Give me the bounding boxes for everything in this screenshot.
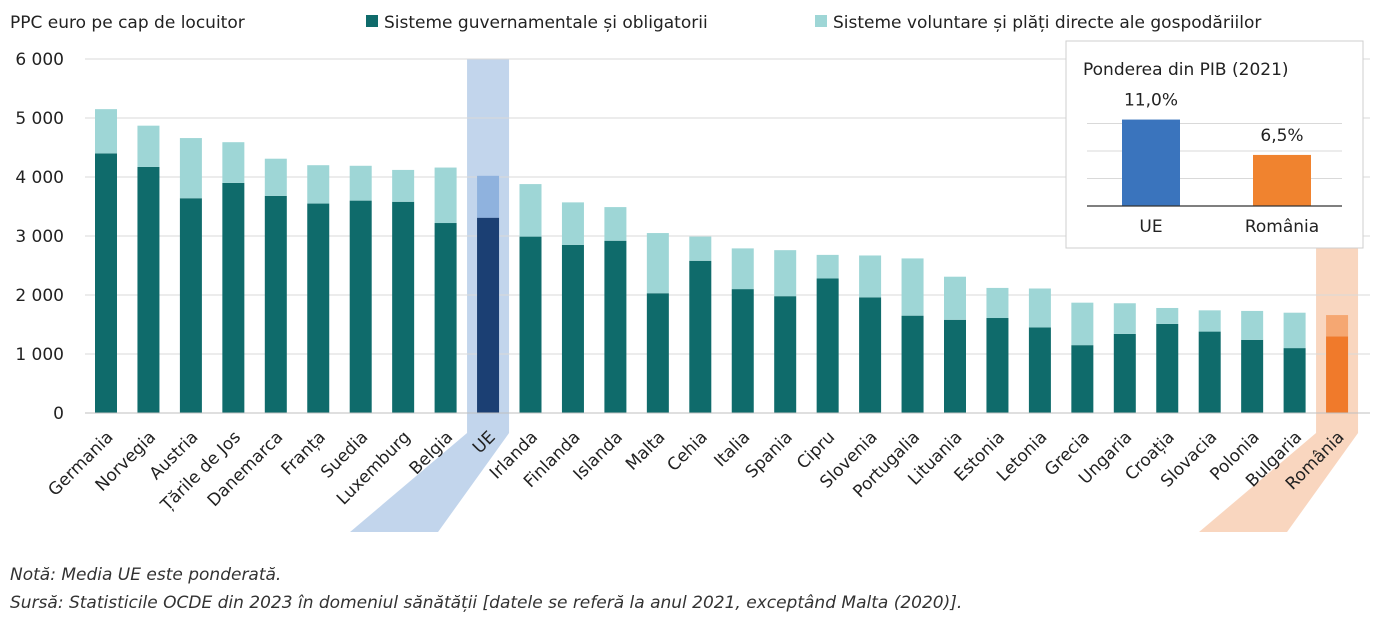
bar-government: [859, 297, 882, 413]
bar-government: [1283, 348, 1306, 413]
bar-government: [95, 153, 117, 413]
bar-voluntary: [986, 287, 1009, 319]
health-spending-chart: 0 1 000 2 000 3 000 4 000 5 000 6 000 PPC euro …: [10, 13, 1370, 532]
bar-voluntary: [349, 165, 372, 201]
bar-voluntary: [264, 158, 287, 196]
inset-title: Ponderea din PIB (2021): [1083, 60, 1289, 80]
legend-swatch-government: [366, 15, 378, 27]
bar-government: [434, 223, 457, 413]
bar-government: [774, 296, 797, 413]
bar-voluntary: [1156, 307, 1179, 324]
romania-label-band: [1199, 433, 1359, 532]
chart-note: Notă: Media UE este ponderată.: [10, 565, 282, 585]
y-tick-label: 4 000: [15, 168, 64, 188]
bar-government: [816, 278, 839, 413]
legend-label-government: Sisteme guvernamentale și obligatorii: [384, 13, 708, 33]
bar-government: [1113, 333, 1136, 413]
bar-voluntary: [1071, 302, 1094, 346]
inset-bar: [1122, 119, 1180, 206]
bar-government: [264, 195, 287, 413]
y-tick-label: 3 000: [15, 227, 64, 247]
bar-voluntary: [179, 138, 202, 199]
bar-voluntary: [1113, 303, 1136, 334]
bar-voluntary: [95, 109, 117, 154]
x-tick-label: Spania: [742, 427, 797, 482]
y-tick-label: 2 000: [15, 286, 64, 306]
bar-government: [986, 318, 1009, 413]
bar-voluntary: [816, 254, 839, 279]
bar-government: [646, 293, 669, 413]
bar-government: [179, 198, 202, 413]
bar-government: [731, 289, 754, 413]
bar-voluntary: [477, 175, 500, 218]
bar-government: [944, 319, 966, 413]
legend-label-voluntary: Sisteme voluntare și plăți directe ale g…: [833, 13, 1261, 33]
bar-government: [1028, 327, 1051, 413]
bar-voluntary: [1198, 310, 1221, 332]
chart-source: Sursă: Statisticile OCDE din 2023 în dom…: [10, 593, 963, 613]
bar-government: [222, 182, 245, 413]
bar-voluntary: [646, 233, 669, 294]
y-tick-label: 1 000: [15, 345, 64, 365]
inset-box: [1065, 40, 1364, 249]
bar-voluntary: [944, 276, 966, 320]
inset-bar: [1253, 154, 1311, 206]
inset-category-label: UE: [1139, 217, 1162, 237]
bar-voluntary: [307, 165, 330, 204]
eu-label-band: [350, 433, 510, 532]
bar-voluntary: [604, 207, 627, 241]
bar-voluntary: [1241, 310, 1264, 340]
bar-voluntary: [519, 184, 542, 237]
bar-government: [1071, 345, 1094, 413]
bar-voluntary: [901, 258, 924, 316]
y-tick-label: 0: [53, 404, 64, 424]
bar-voluntary: [561, 202, 584, 245]
legend-swatch-voluntary: [815, 15, 827, 27]
bar-government: [477, 217, 500, 413]
bar-voluntary: [774, 250, 797, 297]
y-axis-label: PPC euro pe cap de locuitor: [10, 13, 245, 33]
bar-voluntary: [689, 236, 712, 261]
bar-government: [1156, 323, 1179, 413]
bar-government: [349, 200, 372, 413]
bar-government: [1326, 336, 1349, 413]
bar-voluntary: [434, 167, 457, 224]
bar-government: [689, 260, 712, 413]
inset-value-label: 6,5%: [1260, 126, 1303, 146]
inset-category-label: România: [1245, 217, 1319, 237]
bar-government: [392, 201, 415, 413]
bar-government: [901, 315, 924, 413]
bar-government: [137, 166, 160, 413]
bar-government: [1241, 339, 1264, 413]
bar-voluntary: [731, 248, 754, 290]
x-tick-label: Cehia: [664, 427, 712, 475]
bar-government: [519, 236, 542, 413]
bar-voluntary: [222, 142, 245, 183]
bar-voluntary: [137, 125, 160, 167]
inset-value-label: 11,0%: [1124, 91, 1178, 111]
bar-voluntary: [1326, 315, 1349, 337]
y-tick-label: 6 000: [15, 50, 64, 70]
bar-government: [1198, 331, 1221, 413]
bar-voluntary: [859, 255, 882, 298]
x-tick-label: Malta: [622, 427, 669, 474]
bar-government: [561, 244, 584, 413]
bar-government: [604, 240, 627, 413]
bar-voluntary: [1283, 312, 1306, 349]
bar-voluntary: [392, 169, 415, 202]
bar-voluntary: [1028, 288, 1051, 328]
y-tick-label: 5 000: [15, 109, 64, 129]
bar-government: [307, 203, 330, 413]
